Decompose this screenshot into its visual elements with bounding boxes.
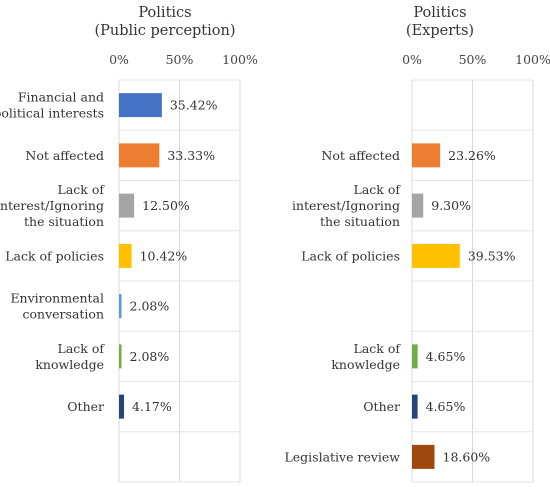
bar: [412, 394, 418, 419]
category-label: Legislative review: [284, 449, 400, 464]
category-label: Lack of policies: [5, 248, 104, 263]
x-tick-label: 0%: [109, 52, 129, 67]
x-tick-label: 100%: [515, 52, 550, 67]
data-label: 12.50%: [142, 198, 190, 213]
category-label: the situation: [24, 214, 104, 229]
category-label: conversation: [23, 307, 104, 322]
bar: [119, 143, 160, 168]
category-label: Lack of: [58, 341, 106, 356]
data-label: 2.08%: [130, 349, 170, 364]
data-label: 4.65%: [426, 349, 466, 364]
category-label: Financial and: [18, 90, 104, 105]
data-label: 33.33%: [167, 148, 215, 163]
category-label: Lack of: [354, 341, 402, 356]
data-label: 4.17%: [132, 399, 172, 414]
category-label: Lack of: [58, 182, 106, 197]
chart-panel-1: Politics (Public perception) 0% 50% 100% 35.4…: [0, 5, 258, 483]
category-label: Not affected: [321, 148, 400, 163]
category-label: knowledge: [35, 357, 104, 372]
chart-title-line: (Experts): [406, 23, 474, 39]
bar: [119, 193, 135, 218]
category-label: knowledge: [331, 357, 400, 372]
data-label: 10.42%: [140, 248, 188, 263]
chart-title-line: Politics: [138, 5, 191, 21]
category-label: Other: [363, 399, 400, 414]
chart-title-line: Politics: [413, 5, 466, 21]
category-label: Lack of: [354, 182, 402, 197]
bar: [119, 394, 125, 419]
data-label: 18.60%: [443, 449, 491, 464]
bar: [412, 444, 435, 469]
x-tick-label: 0%: [402, 52, 422, 67]
category-label: interest/Ignoring: [0, 198, 104, 213]
chart-panel-2: Politics (Experts) 0% 50% 100% 23.26% Not affe…: [284, 5, 550, 483]
data-label: 39.53%: [468, 248, 516, 263]
bar: [119, 344, 122, 369]
category-label: Not affected: [25, 148, 104, 163]
chart-title-line: (Public perception): [94, 23, 235, 39]
category-label: Lack of policies: [301, 248, 400, 263]
category-label: interest/Ignoring: [292, 198, 400, 213]
x-tick-label: 50%: [459, 52, 487, 67]
data-label: 35.42%: [170, 98, 218, 113]
bar: [119, 93, 162, 118]
data-label: 2.08%: [130, 299, 170, 314]
bar: [412, 143, 441, 168]
category-label: Other: [67, 399, 104, 414]
bar: [412, 193, 424, 218]
bar: [412, 344, 418, 369]
category-label: political interests: [0, 106, 104, 121]
bar: [412, 243, 460, 268]
category-label: Environmental: [10, 291, 104, 306]
data-label: 4.65%: [426, 399, 466, 414]
data-label: 23.26%: [448, 148, 496, 163]
x-tick-label: 50%: [166, 52, 194, 67]
bar: [119, 294, 122, 319]
x-tick-label: 100%: [222, 52, 258, 67]
category-label: the situation: [320, 214, 400, 229]
bar: [119, 243, 132, 268]
data-label: 9.30%: [431, 198, 471, 213]
